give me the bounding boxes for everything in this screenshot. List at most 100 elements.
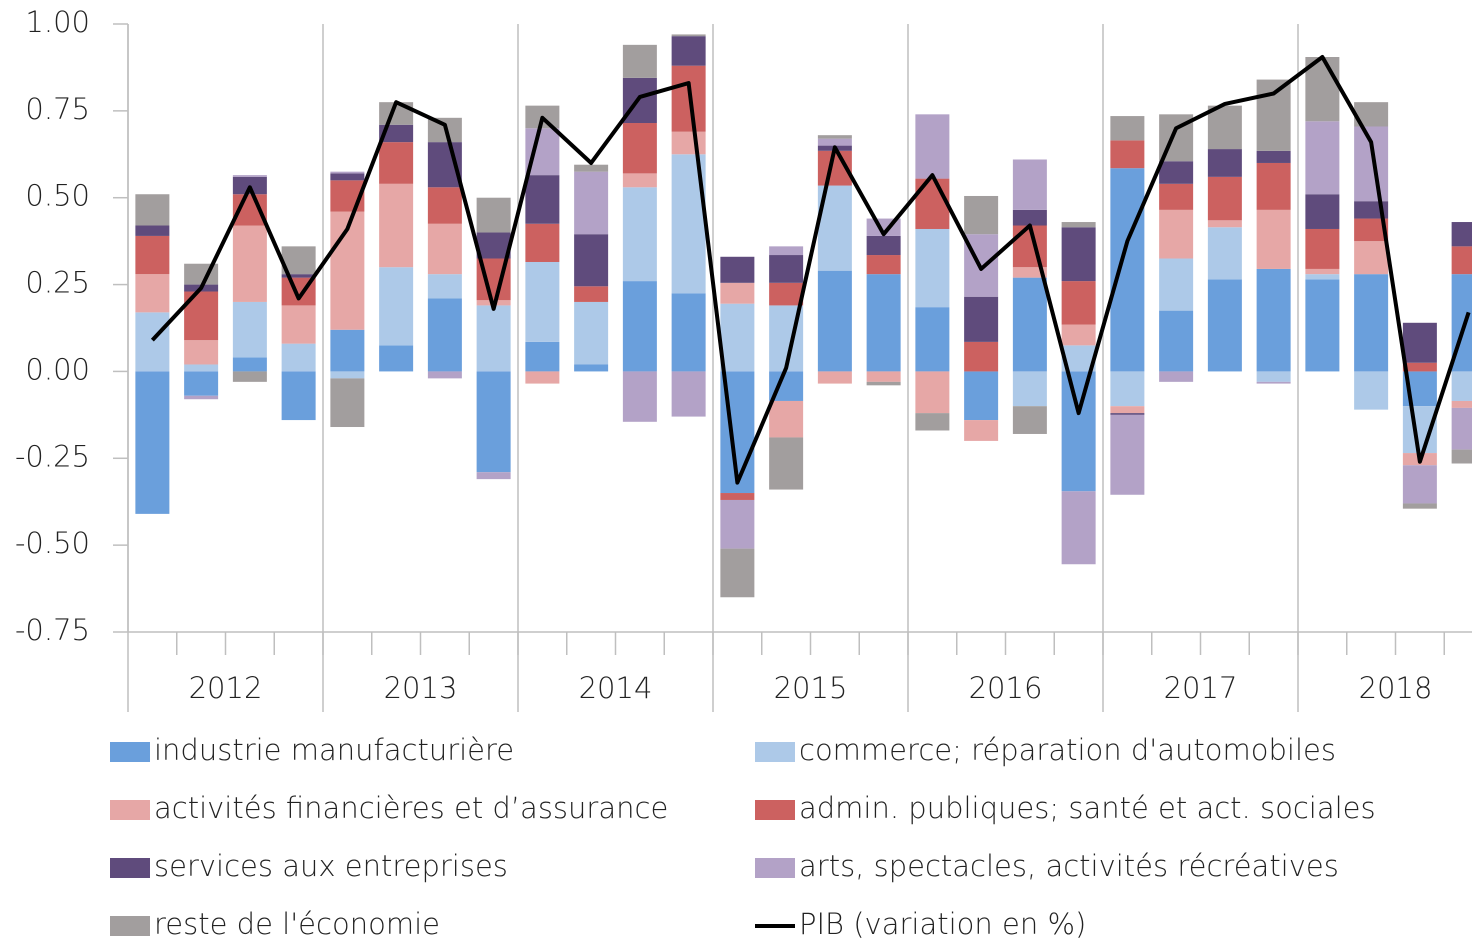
bar-segment bbox=[1061, 324, 1096, 346]
bar-segment bbox=[1256, 381, 1291, 384]
bar-segment bbox=[1256, 150, 1291, 163]
bar-segment bbox=[525, 341, 560, 372]
bar-segment bbox=[1110, 413, 1145, 415]
bar-segment bbox=[915, 114, 950, 179]
bar-segment bbox=[622, 281, 657, 372]
bar-segment bbox=[769, 282, 804, 306]
bar-segment bbox=[1061, 371, 1096, 492]
bar-segment bbox=[574, 171, 609, 235]
bar-segment bbox=[232, 371, 267, 382]
legend-swatch bbox=[110, 800, 150, 820]
bar-segment bbox=[622, 44, 657, 78]
bar-segment bbox=[1159, 161, 1194, 184]
x-tick-label: 2014 bbox=[579, 671, 653, 705]
bar-segment bbox=[1207, 149, 1242, 177]
bar-segment bbox=[525, 223, 560, 262]
bar-segment bbox=[1207, 176, 1242, 221]
legend-label: reste de l'économie bbox=[154, 907, 440, 941]
bar-segment bbox=[915, 413, 950, 431]
bar-segment bbox=[1110, 371, 1145, 407]
y-tick-label: 0.00 bbox=[25, 352, 90, 386]
bar-segment bbox=[915, 228, 950, 308]
bar-segment bbox=[1451, 246, 1472, 275]
bar-segment bbox=[964, 341, 999, 372]
bar-segment bbox=[476, 232, 511, 259]
bar-segment bbox=[427, 274, 462, 299]
bar-segment bbox=[671, 293, 706, 372]
bar-segment bbox=[1012, 277, 1047, 372]
bar-segment bbox=[1451, 400, 1472, 408]
y-tick-label: 1.00 bbox=[25, 5, 90, 39]
bar-segment bbox=[232, 301, 267, 358]
bar-segment bbox=[1159, 310, 1194, 372]
bar-segment bbox=[135, 225, 170, 236]
bar-segment bbox=[1451, 407, 1472, 450]
bar-segment bbox=[281, 371, 316, 421]
x-tick-label: 2013 bbox=[384, 671, 458, 705]
bar-segment bbox=[1061, 227, 1096, 282]
bar-segment bbox=[1061, 491, 1096, 565]
bar-segment bbox=[574, 364, 609, 372]
bar-segment bbox=[1256, 209, 1291, 269]
bar-segment bbox=[379, 267, 414, 346]
bar-segment bbox=[1256, 162, 1291, 210]
bar-segment bbox=[476, 472, 511, 480]
bar-segment bbox=[769, 437, 804, 490]
bar-segment bbox=[866, 371, 901, 382]
bar-segment bbox=[1159, 258, 1194, 311]
bar-segment bbox=[330, 173, 365, 181]
bar-segment bbox=[1354, 218, 1389, 242]
bar-segment bbox=[476, 197, 511, 233]
bar-segment bbox=[525, 371, 560, 384]
bar-segment bbox=[427, 371, 462, 379]
bar-segment bbox=[281, 274, 316, 278]
bar-segment bbox=[184, 371, 219, 396]
bar-segment bbox=[525, 175, 560, 224]
bar-segment bbox=[1354, 274, 1389, 372]
bar-segment bbox=[1207, 227, 1242, 280]
bar-segment bbox=[135, 194, 170, 226]
bar-segment bbox=[379, 142, 414, 184]
bar-segment bbox=[330, 371, 365, 379]
bar-segment bbox=[184, 340, 219, 365]
bar-segment bbox=[135, 371, 170, 514]
y-tick-label: -0.25 bbox=[15, 439, 90, 473]
bar-segment bbox=[1305, 279, 1340, 372]
bar-segment bbox=[1354, 241, 1389, 275]
bar-segment bbox=[427, 187, 462, 224]
legend-label: admin. publiques; santé et act. sociales bbox=[799, 791, 1376, 825]
bar-segment bbox=[622, 123, 657, 174]
bar-segment bbox=[1354, 126, 1389, 202]
bar-segment bbox=[866, 274, 901, 372]
bar-segment bbox=[330, 378, 365, 428]
bar-segment bbox=[1159, 183, 1194, 210]
bar-segment bbox=[720, 282, 755, 304]
bar-segment bbox=[476, 371, 511, 473]
bar-segment bbox=[135, 235, 170, 275]
legend-swatch bbox=[755, 858, 795, 878]
bar-segment bbox=[866, 381, 901, 386]
bar-segment bbox=[1451, 371, 1472, 401]
bar-segment bbox=[671, 36, 706, 66]
bar-segment bbox=[281, 343, 316, 372]
bar-segment bbox=[1207, 220, 1242, 228]
legend-swatch bbox=[110, 742, 150, 762]
bar-segment bbox=[1061, 281, 1096, 325]
bar-segment bbox=[574, 286, 609, 302]
bar-segment bbox=[476, 305, 511, 372]
bar-segment bbox=[427, 223, 462, 275]
bar-segment bbox=[427, 298, 462, 372]
bar-segment bbox=[1305, 228, 1340, 269]
y-tick-label: 0.75 bbox=[25, 92, 90, 126]
bar-segment bbox=[330, 329, 365, 372]
bar-segment bbox=[720, 499, 755, 549]
bar-segment bbox=[1256, 371, 1291, 382]
y-tick-label: 0.25 bbox=[25, 266, 90, 300]
legend-label: PIB (variation en %) bbox=[799, 907, 1086, 941]
bar-segment bbox=[671, 34, 706, 37]
legend-swatch bbox=[755, 742, 795, 762]
legend-swatch bbox=[110, 858, 150, 878]
bar-segment bbox=[964, 420, 999, 441]
x-tick-label: 2017 bbox=[1164, 671, 1238, 705]
line-series bbox=[150, 55, 1471, 485]
